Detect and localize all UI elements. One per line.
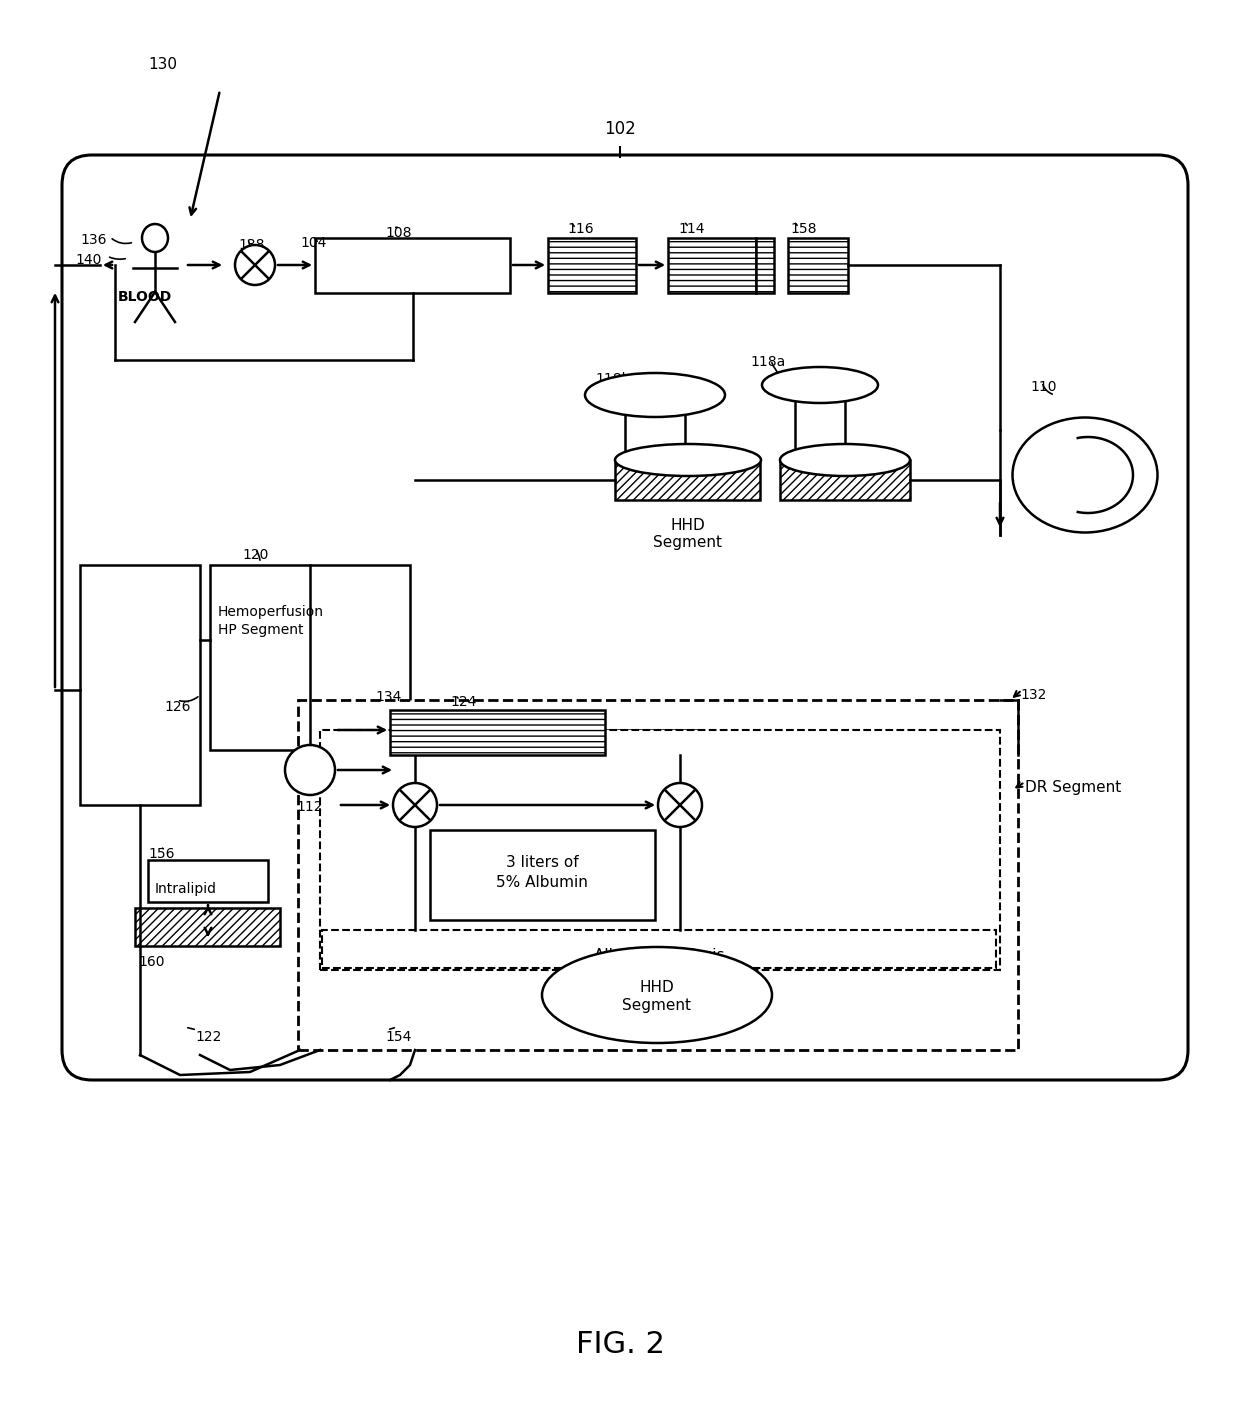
Text: Segment: Segment (622, 998, 692, 1013)
Text: 156: 156 (148, 847, 175, 861)
Text: 122: 122 (195, 1030, 222, 1044)
Ellipse shape (285, 745, 335, 796)
Bar (320, 730, 999, 969)
Text: BLOOD: BLOOD (118, 290, 172, 304)
Text: 5% Albumin: 5% Albumin (496, 875, 588, 890)
Bar (298, 700, 1018, 1049)
Bar (81, 565, 200, 805)
Text: 112: 112 (296, 800, 322, 814)
Bar (548, 239, 636, 293)
Ellipse shape (763, 368, 878, 403)
Text: HHD: HHD (671, 518, 706, 533)
Text: 134: 134 (374, 690, 402, 704)
Bar (148, 860, 268, 902)
Ellipse shape (393, 783, 436, 826)
Bar (615, 460, 760, 499)
Text: DR Segment: DR Segment (1025, 780, 1121, 796)
Text: 160: 160 (138, 955, 165, 969)
Text: 154: 154 (384, 1030, 412, 1044)
Text: 114: 114 (678, 222, 704, 236)
Text: Albumin Analysis: Albumin Analysis (594, 948, 724, 962)
Bar (668, 239, 756, 293)
Text: 158: 158 (790, 222, 816, 236)
Text: Segment: Segment (653, 535, 723, 550)
Text: 132: 132 (1021, 687, 1047, 702)
Text: 108: 108 (384, 226, 412, 240)
Text: 102: 102 (604, 121, 636, 137)
Bar (430, 831, 655, 920)
Bar (756, 239, 774, 293)
Text: 110: 110 (1030, 380, 1056, 394)
Ellipse shape (143, 224, 167, 253)
Text: 124: 124 (450, 694, 476, 709)
Bar (322, 930, 996, 968)
Ellipse shape (236, 246, 275, 285)
Text: 104: 104 (300, 236, 326, 250)
Text: 118a: 118a (750, 355, 785, 369)
Text: 116: 116 (567, 222, 594, 236)
Text: 140: 140 (74, 253, 102, 267)
Bar (780, 460, 910, 499)
Ellipse shape (615, 443, 761, 476)
Text: 136: 136 (81, 233, 107, 247)
Bar (210, 565, 410, 751)
Text: FIG. 2: FIG. 2 (575, 1330, 665, 1360)
Bar (315, 239, 510, 293)
Text: 3 liters of: 3 liters of (506, 854, 578, 870)
Ellipse shape (1013, 418, 1157, 533)
Ellipse shape (585, 373, 725, 417)
Text: HP Segment: HP Segment (218, 623, 304, 637)
Ellipse shape (658, 783, 702, 826)
Text: 120: 120 (242, 549, 268, 563)
Text: 130: 130 (148, 58, 177, 72)
Text: 126: 126 (164, 700, 191, 714)
Bar (787, 239, 848, 293)
Ellipse shape (780, 443, 910, 476)
Text: 138: 138 (238, 239, 264, 253)
Bar (135, 908, 280, 946)
Text: Hemoperfusion: Hemoperfusion (218, 605, 324, 619)
Text: Intralipid: Intralipid (155, 882, 217, 897)
Bar (391, 710, 605, 755)
Text: 118b: 118b (595, 372, 630, 386)
Ellipse shape (542, 947, 773, 1042)
Text: HHD: HHD (640, 981, 675, 995)
